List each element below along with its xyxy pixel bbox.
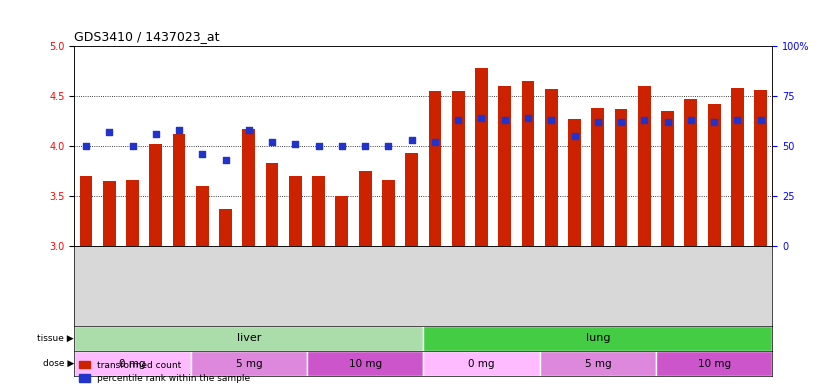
Text: GDS3410 / 1437023_at: GDS3410 / 1437023_at [74, 30, 220, 43]
Bar [424, 351, 539, 376]
Point [568, 133, 582, 139]
Bar [191, 351, 307, 376]
Point [731, 117, 744, 123]
Bar [731, 88, 743, 246]
Bar [498, 86, 511, 246]
Text: 0 mg: 0 mg [468, 359, 495, 369]
Bar [475, 68, 488, 246]
Point [708, 119, 721, 125]
Point [335, 143, 349, 149]
Bar [662, 111, 674, 246]
Point [382, 143, 395, 149]
Point [429, 139, 442, 145]
Bar [452, 91, 464, 246]
Bar [74, 351, 191, 376]
Bar [307, 351, 424, 376]
Point [591, 119, 605, 125]
Point [638, 117, 651, 123]
Point [196, 151, 209, 157]
Bar [545, 89, 558, 246]
Text: 5 mg: 5 mg [235, 359, 262, 369]
Point [173, 127, 186, 133]
Bar [406, 153, 418, 246]
Bar [591, 108, 604, 246]
Bar [522, 81, 534, 246]
Point [615, 119, 628, 125]
Point [684, 117, 697, 123]
Point [219, 157, 232, 163]
Bar [150, 144, 162, 246]
Point [544, 117, 558, 123]
Bar [173, 134, 185, 246]
Bar [312, 176, 325, 246]
Bar [79, 176, 93, 246]
Point [312, 143, 325, 149]
Bar [685, 99, 697, 246]
Bar [382, 180, 395, 246]
Text: lung: lung [586, 333, 610, 343]
Bar [74, 326, 424, 351]
Bar [219, 209, 232, 246]
Point [475, 115, 488, 121]
Point [79, 143, 93, 149]
Point [754, 117, 767, 123]
Text: 10 mg: 10 mg [349, 359, 382, 369]
Bar [638, 86, 651, 246]
Bar [243, 129, 255, 246]
Text: dose ▶: dose ▶ [43, 359, 74, 368]
Point [498, 117, 511, 123]
Point [242, 127, 255, 133]
Point [150, 131, 163, 137]
Bar [335, 196, 349, 246]
Point [126, 143, 139, 149]
Bar [754, 90, 767, 246]
Bar [539, 351, 656, 376]
Point [265, 139, 278, 145]
Bar [103, 181, 116, 246]
Text: 10 mg: 10 mg [698, 359, 731, 369]
Point [289, 141, 302, 147]
Bar [568, 119, 581, 246]
Text: 5 mg: 5 mg [585, 359, 611, 369]
Bar [615, 109, 628, 246]
Bar [429, 91, 441, 246]
Bar [289, 176, 301, 246]
Point [405, 137, 418, 143]
Point [661, 119, 674, 125]
Point [358, 143, 372, 149]
Text: liver: liver [236, 333, 261, 343]
Bar [126, 180, 139, 246]
Point [102, 129, 116, 135]
Point [521, 115, 534, 121]
Bar [656, 351, 772, 376]
Bar [196, 186, 209, 246]
Bar [424, 326, 772, 351]
Point [452, 117, 465, 123]
Bar [358, 171, 372, 246]
Bar [708, 104, 720, 246]
Text: 0 mg: 0 mg [119, 359, 145, 369]
Legend: transformed count, percentile rank within the sample: transformed count, percentile rank withi… [78, 361, 250, 383]
Bar [266, 163, 278, 246]
Text: tissue ▶: tissue ▶ [37, 334, 74, 343]
